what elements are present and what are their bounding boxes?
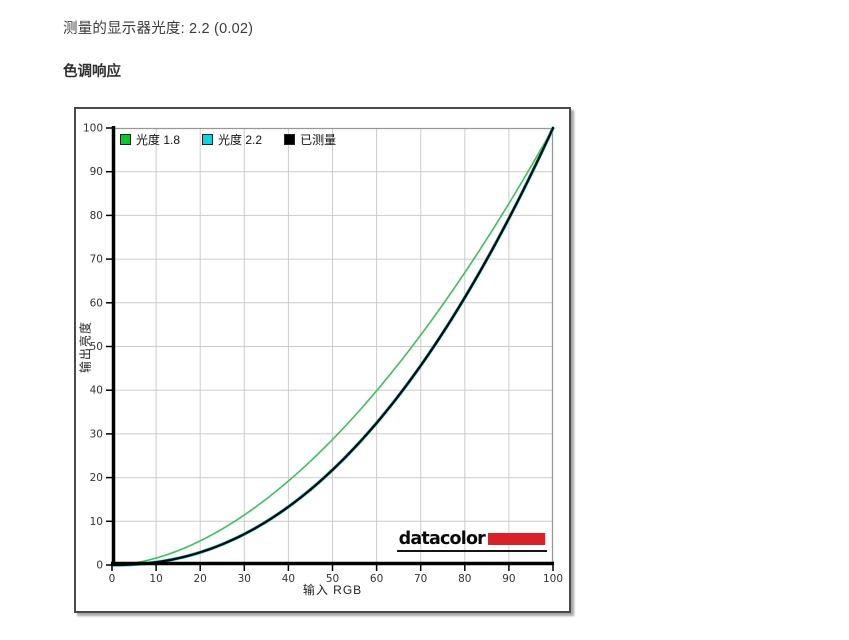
legend-swatch <box>120 134 131 145</box>
datacolor-logo-text: datacolor <box>398 528 486 549</box>
y-tick-label: 90 <box>90 166 103 178</box>
x-tick-label: 70 <box>414 573 427 585</box>
x-tick-label: 40 <box>282 573 295 585</box>
legend-label: 光度 1.8 <box>136 133 181 147</box>
legend-item: 光度 2.2 <box>202 131 262 148</box>
x-axis-label: 输入 RGB <box>302 583 363 597</box>
datacolor-logo: datacolor <box>396 528 547 552</box>
curve-已测量 <box>110 126 555 567</box>
x-tick-label: 60 <box>370 573 383 585</box>
legend-label: 已测量 <box>300 133 337 147</box>
chart-legend: 光度 1.8 光度 2.2 已测量 <box>120 131 336 148</box>
legend-swatch <box>284 134 296 145</box>
section-title: 色调响应 <box>63 64 121 80</box>
chart-panel: 0 10 20 30 40 50 60 70 80 90 100 0 10 20 30 40 50 60 70 80 9… <box>74 107 571 613</box>
chart-canvas: 0 10 20 30 40 50 60 70 80 90 100 0 10 20 30 40 50 60 70 80 9… <box>83 123 563 586</box>
x-tick-label: 50 <box>326 573 339 585</box>
x-tick-label: 80 <box>458 573 471 585</box>
y-tick-label: 0 <box>96 560 103 572</box>
datacolor-logo-red-bar <box>488 533 545 546</box>
measured-gamma-text: 测量的显示器光度: 2.2 (0.02) <box>63 21 254 37</box>
y-tick-label: 30 <box>90 428 103 440</box>
x-tick-label: 20 <box>194 573 207 585</box>
legend-item: 光度 1.8 <box>120 131 180 148</box>
legend-label: 光度 2.2 <box>218 133 263 147</box>
legend-item: 已测量 <box>284 131 336 148</box>
x-tick-label: 90 <box>502 573 515 585</box>
x-tick-label: 10 <box>149 573 162 585</box>
y-axis-label: 输出亮度 <box>78 320 93 373</box>
y-tick-label: 50 <box>90 341 103 353</box>
x-tick-label: 30 <box>238 573 251 585</box>
y-tick-label: 100 <box>83 123 103 135</box>
plot-area: 0 10 20 30 40 50 60 70 80 90 100 0 10 20 30 40 50 60 70 80 9… <box>79 123 564 598</box>
y-tick-label: 10 <box>90 516 103 528</box>
curve-光度 1.8 <box>111 127 554 566</box>
y-tick-label: 80 <box>90 210 103 222</box>
x-tick-label: 0 <box>109 573 116 585</box>
x-tick-label: 100 <box>543 573 563 585</box>
y-tick-label: 20 <box>90 472 103 484</box>
y-tick-label: 60 <box>90 297 103 309</box>
legend-swatch <box>202 134 214 145</box>
y-tick-label: 70 <box>90 254 103 266</box>
y-tick-label: 40 <box>90 385 103 397</box>
